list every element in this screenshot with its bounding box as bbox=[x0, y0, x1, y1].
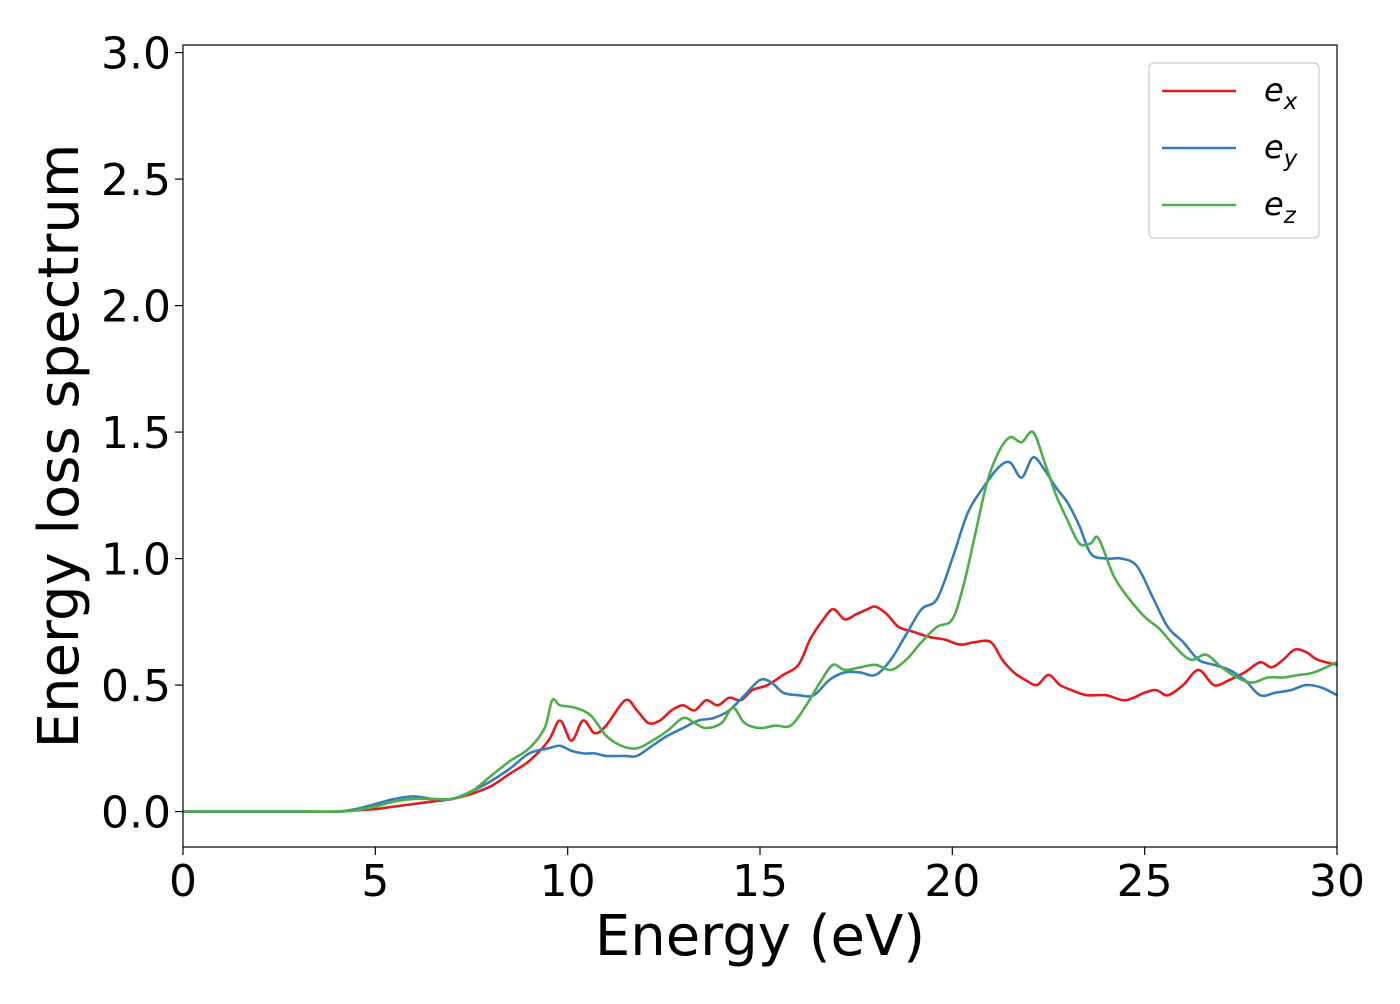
y-axis: 0.0 0.5 1.0 1.5 2.0 2.5 3.0 bbox=[101, 29, 183, 839]
x-axis-label: Energy (eV) bbox=[595, 904, 925, 969]
series-line-ex bbox=[183, 605, 1337, 813]
y-tick-label: 2.0 bbox=[101, 282, 171, 333]
legend-entry-subscript: z bbox=[1283, 203, 1297, 229]
series-line-ez bbox=[183, 430, 1337, 813]
legend-box bbox=[1148, 62, 1320, 239]
x-tick-label: 15 bbox=[732, 856, 788, 907]
y-tick-label: 2.5 bbox=[101, 155, 171, 206]
y-tick-label: 0.0 bbox=[101, 788, 171, 839]
x-tick-label: 20 bbox=[924, 856, 980, 907]
y-tick-label: 0.5 bbox=[101, 661, 171, 712]
y-tick-label: 1.0 bbox=[101, 535, 171, 586]
y-tick-label: 3.0 bbox=[101, 29, 171, 80]
x-tick-label: 10 bbox=[540, 856, 596, 907]
y-axis-label: Energy loss spectrum bbox=[27, 144, 92, 749]
y-tick-label: 1.5 bbox=[101, 408, 171, 459]
x-axis: 0 5 10 15 20 25 30 bbox=[169, 847, 1365, 907]
plot-frame bbox=[182, 44, 1338, 848]
legend-entry-subscript: y bbox=[1283, 146, 1298, 172]
x-tick-label: 0 bbox=[169, 856, 197, 907]
x-tick-label: 25 bbox=[1117, 856, 1173, 907]
series-line-ey bbox=[183, 456, 1337, 814]
x-tick-label: 30 bbox=[1309, 856, 1365, 907]
x-tick-label: 5 bbox=[361, 856, 389, 907]
legend-entry-subscript: x bbox=[1283, 89, 1298, 115]
plot-area bbox=[183, 430, 1337, 814]
